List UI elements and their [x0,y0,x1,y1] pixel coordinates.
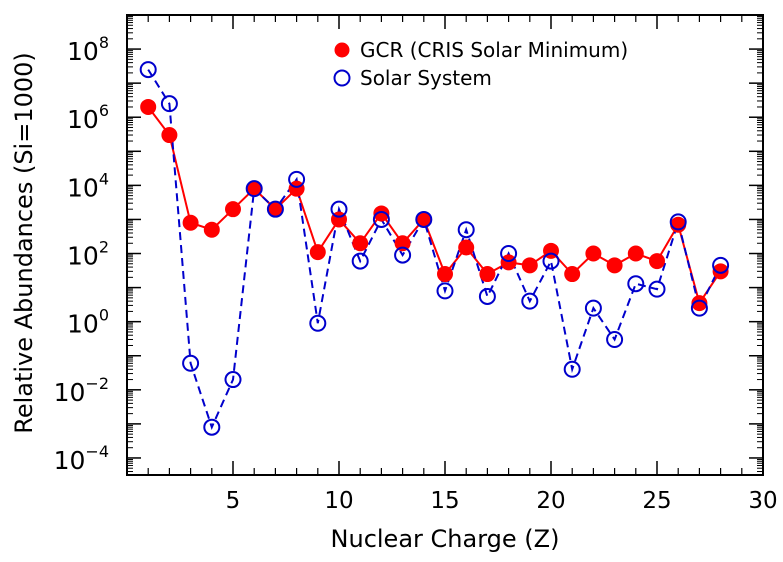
x-tick-label: 15 [430,488,459,514]
gcr-point [500,254,517,271]
solar-system-point [203,418,221,436]
solar-system-point [457,221,475,239]
solar-system-line [147,69,722,430]
solar-system-point [648,280,666,298]
solar-system-point [478,287,496,305]
x-axis-label: Nuclear Charge (Z) [331,525,560,553]
gcr-point [225,201,241,218]
solar-system-point [224,371,242,389]
solar-system-point [669,213,687,231]
x-tick-label: 10 [324,488,353,514]
solar-system-point [266,200,284,218]
gcr-line [147,106,722,306]
gcr-point [712,263,729,280]
solar-system-point [139,61,157,79]
legend-label: Solar System [360,66,492,90]
x-tick-label: 25 [642,488,671,514]
gcr-point [437,266,453,283]
y-tick-label: 10−2 [54,374,109,407]
gcr-point [479,266,496,283]
solar-system-point [394,246,412,264]
x-tick-label: 30 [748,488,777,514]
solar-system-point [584,299,602,317]
solar-system-point [690,299,708,317]
gcr-point [521,257,538,274]
solar-system-point [542,252,560,270]
solar-system-point [182,354,200,372]
y-tick-label: 106 [67,101,109,134]
y-tick-label: 108 [67,33,109,66]
gcr-point [649,253,665,270]
x-tick-label: 20 [536,488,565,514]
solar-system-point [372,210,390,228]
y-tick-label: 104 [67,169,109,202]
gcr-point [458,239,475,256]
legend-marker-solar-system [333,69,351,87]
y-tick-label: 102 [67,238,109,271]
solar-system-point [436,282,454,300]
solar-system-point [712,256,730,274]
gcr-point [203,221,220,238]
solar-system-point [245,180,263,198]
gcr-point [309,244,326,261]
solar-system-point [330,200,348,218]
gcr-point [140,98,157,115]
solar-system-point [500,245,518,263]
solar-system-point [351,252,369,270]
gcr-point [352,235,369,252]
gcr-point [627,245,644,262]
solar-system-point [160,95,178,113]
solar-system-point [627,275,645,293]
solar-system-point [521,292,539,310]
gcr-point [564,266,581,283]
solar-system-point [606,330,624,348]
legend-marker-gcr [334,42,350,58]
y-tick-label: 100 [67,306,109,339]
axes-layer: 5 10 15 20 25 30 10−4 10−2 100 102 104 106 108 [54,14,778,514]
gcr-point [606,257,623,274]
y-axis-label: Relative Abundances (Si=1000) [10,52,38,434]
legend-label: GCR (CRIS Solar Minimum) [360,38,628,62]
gcr-point [161,127,178,144]
gcr-point [373,205,390,222]
solar-system-point [563,360,581,378]
solar-system-point [309,314,327,332]
series-layer [139,61,730,436]
x-tick-label: 5 [226,488,241,514]
solar-system-point [288,170,306,188]
y-tick-label: 10−4 [54,442,109,475]
legend: GCR (CRIS Solar Minimum) Solar System [333,38,628,90]
solar-system-point [415,210,433,228]
gcr-point [182,214,199,231]
gcr-point [585,245,602,262]
gcr-point [691,295,708,312]
gcr-point [394,235,411,252]
